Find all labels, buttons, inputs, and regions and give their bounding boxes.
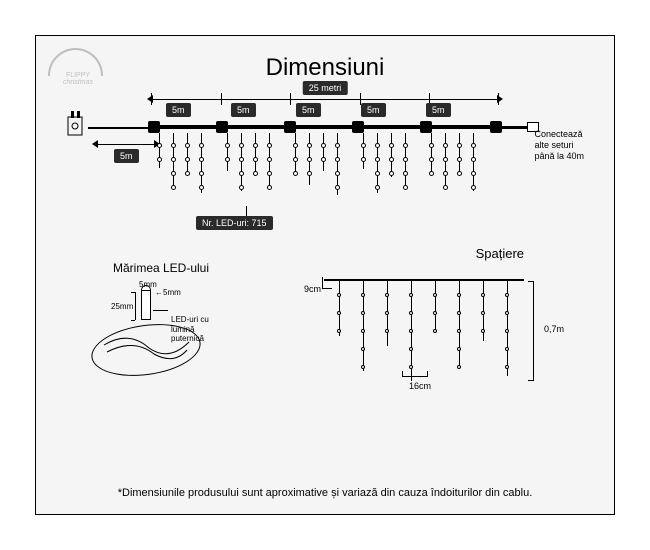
- connect-note: Conectează alte seturi până la 40m: [534, 129, 584, 161]
- led-count: Nr. LED-uri: 715: [196, 216, 273, 230]
- title: Dimensiuni: [36, 54, 614, 82]
- led-size-section: Mărimea LED-ului 5mm ←5mm 25mm LED-uri c…: [76, 261, 246, 380]
- main-diagram: 25 metri 5m 5m 5m 5m 5m 5m Conectează al…: [66, 91, 584, 221]
- footer-note: *Dimensiunile produsului sunt aproximati…: [36, 487, 614, 499]
- total-length: 25 metri: [303, 81, 348, 95]
- diagram-frame: FLIPPYchristmas Dimensiuni 25 metri 5m 5…: [35, 35, 615, 515]
- spacing-section: Spațiere 9cm 16cm 0,7m: [304, 246, 564, 399]
